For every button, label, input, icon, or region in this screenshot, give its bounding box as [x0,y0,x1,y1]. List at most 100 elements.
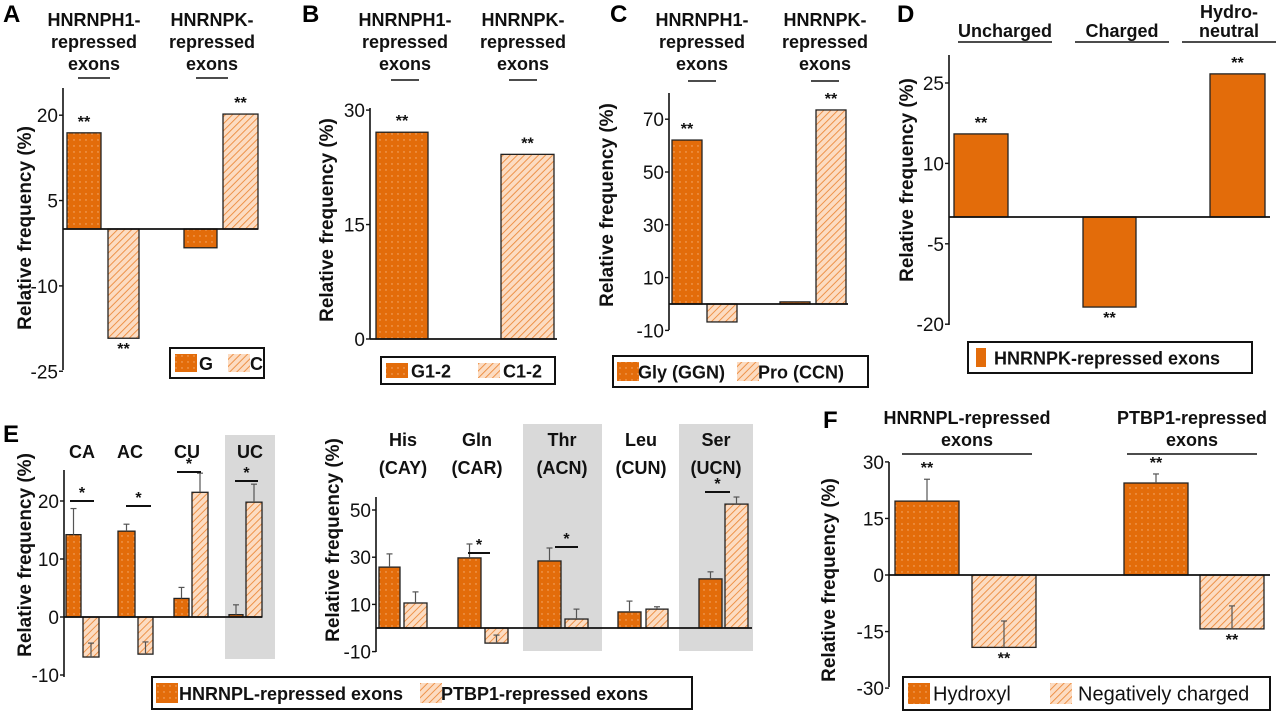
panel-letter: A [3,1,20,28]
bar [66,132,102,230]
legend-label: Gly (GGN) [638,363,725,383]
y-tick-label: 50 [350,501,371,522]
panel-d: D 25 10 -5 -20 Relative frequency (%) Uncharge… [897,1,1276,374]
group-label: repressed [362,32,448,52]
group-label: (CAR) [452,458,503,478]
legend: Gly (GGN) Pro (CCN) [612,355,869,388]
legend-swatch [1050,683,1072,704]
bar [894,500,960,576]
bar [245,501,263,618]
comparison-star: * [79,485,86,502]
bar [457,557,482,629]
y-tick-label: 50 [643,163,664,184]
y-tick-label: -10 [344,643,371,664]
group-label: HNRNPL-repressed [883,408,1050,428]
y-tick-label: 30 [863,453,884,474]
group-label: HNRNPH1- [655,10,748,30]
group-label: AC [117,442,143,462]
bar [183,228,218,249]
legend-label: HNRNPK-repressed exons [994,349,1220,369]
group-label: repressed [169,32,255,52]
bar [191,491,209,618]
group-label: Charged [1085,21,1158,41]
y-axis-label: Relative frequency (%) [819,478,840,682]
y-tick-label: 0 [354,330,365,351]
group-label: exons [186,54,238,74]
bar [953,133,1009,218]
y-tick-label: 30 [350,548,371,569]
group-label: Hydro- [1200,2,1258,22]
bar [375,131,429,340]
group-label: neutral [1199,21,1259,41]
group-label: exons [379,54,431,74]
significance-mark: ** [234,95,247,112]
panel-letter: F [823,407,838,434]
panel-f: F 30 15 0 -15 -30 Relative frequency (%) HNRNPL… [819,407,1271,711]
bar [815,109,847,305]
y-tick-label: 15 [344,216,365,237]
bar [1123,482,1189,576]
y-axis-label: Relative frequency (%) [597,103,618,307]
y-axis-label: Relative frequency (%) [15,453,36,657]
significance-mark: ** [921,460,934,477]
y-tick-label: 10 [350,595,371,616]
bar [107,228,140,339]
legend-label: Hydroxyl [933,684,1011,706]
legend-swatch [228,354,250,372]
legend: G1-2 C1-2 [380,356,556,385]
legend-swatch [976,348,986,367]
y-tick-label: -5 [927,235,944,256]
legend-label: G1-2 [411,362,451,382]
y-tick-label: 10 [923,154,944,175]
y-tick-label: 15 [863,509,884,530]
y-tick-label: 20 [37,106,58,127]
bar [724,503,749,629]
group-label: His [389,430,417,450]
panel-c: C 70 50 30 10 -10 Relative frequency (%) HNRNPH… [597,1,869,388]
shaded-band [523,424,602,651]
legend-label: G [199,354,213,374]
legend-swatch [737,362,759,381]
y-axis-label: Relative frequency (%) [323,438,344,642]
significance-mark: ** [78,114,91,131]
bar [117,530,136,618]
y-tick-label: -10 [31,277,58,298]
significance-mark: ** [825,91,838,108]
group-label: Uncharged [958,21,1052,41]
group-label: CA [69,442,95,462]
group-label: repressed [480,32,566,52]
group-label: exons [68,54,120,74]
comparison-star: * [135,490,142,507]
comparison-star: * [563,531,570,548]
group-label: (ACN) [537,458,588,478]
legend: HNRNPL-repressed exons PTBP1-repressed ex… [151,676,693,710]
legend: Hydroxyl Negatively charged [902,676,1271,711]
group-label: HNRNPH1- [47,10,140,30]
group-label: exons [1166,430,1218,450]
significance-mark: ** [1226,632,1239,649]
bar [1209,73,1266,218]
group-label: (CAY) [379,458,427,478]
y-tick-label: 10 [643,269,664,290]
panel-letter: B [302,1,319,28]
group-label: exons [941,430,993,450]
group-label: Ser [701,430,730,450]
group-label: (UCN) [691,458,742,478]
group-label: repressed [782,32,868,52]
y-tick-label: -10 [32,666,59,687]
y-tick-label: 70 [643,110,664,131]
significance-mark: ** [1150,455,1163,472]
group-label: exons [676,54,728,74]
bar [403,602,428,629]
bar [173,597,190,618]
panel-letter: E [3,421,19,448]
legend-box [902,676,1271,711]
legend-label: HNRNPL-repressed exons [179,684,403,704]
legend-label: PTBP1-repressed exons [441,684,648,704]
significance-mark: ** [1231,55,1244,72]
legend-box [967,341,1253,374]
